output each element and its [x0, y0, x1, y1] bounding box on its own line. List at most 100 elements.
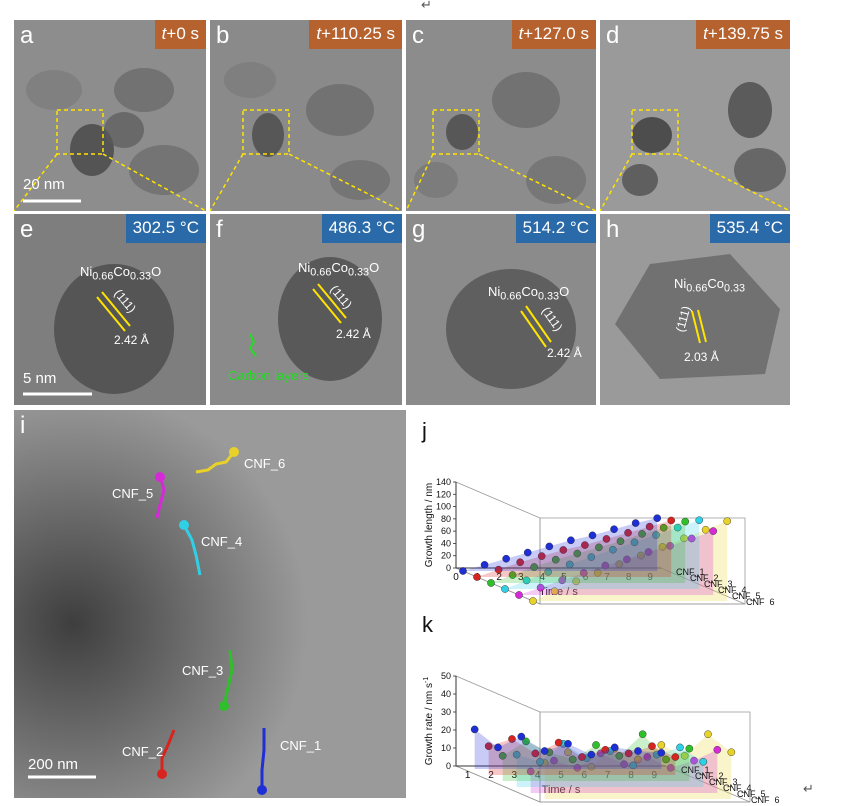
y-tick-label: 20: [441, 725, 451, 735]
data-point-CNF_6: [564, 748, 572, 756]
series-label-CNF_5: CNF_5: [737, 789, 766, 799]
x-tick-label: 9: [652, 770, 658, 781]
data-point-CNF_2: [508, 735, 516, 743]
data-point-CNF_2: [559, 546, 568, 554]
y-tick-label: 20: [441, 551, 451, 561]
data-point-CNF_5: [666, 763, 675, 772]
y-tick-label: 40: [441, 538, 451, 548]
data-point-CNF_5: [690, 756, 698, 765]
tem-image-c: [406, 20, 596, 211]
chart-k: 1 2 3 4 5 6 7 8 9 0 10 20 30 40 50 Time / s Growth rate …: [422, 612, 780, 804]
data-point-CNF_5: [643, 753, 652, 761]
data-point-CNF_3: [498, 751, 507, 760]
data-point-CNF_3: [595, 543, 603, 552]
data-point-CNF_5: [515, 591, 523, 599]
data-point-CNF_4: [501, 585, 509, 593]
data-point-CNF_4: [512, 750, 521, 759]
data-point-CNF_2: [624, 528, 632, 537]
hrtem-image-g: [406, 214, 596, 405]
panel-label-c: c: [412, 22, 424, 49]
data-point-CNF_4: [629, 761, 638, 770]
cnf-4-fiber: [182, 524, 202, 576]
x-tick-label: 6: [582, 770, 588, 781]
data-point-CNF_2: [516, 558, 524, 567]
x-tick-label: 2: [496, 572, 502, 583]
cnf-5-label: CNF_5: [112, 486, 154, 501]
data-point-CNF_5: [579, 569, 588, 577]
data-point-CNF_2: [494, 565, 503, 574]
x-tick-label: 6: [583, 572, 589, 583]
data-point-CNF_2: [554, 738, 563, 747]
scalebar-label-mid: 5 nm: [23, 370, 57, 387]
tem-panel-d: d t+139.75 s: [600, 20, 790, 211]
panel-label-h: h: [606, 216, 620, 243]
phase-label-e: Ni0.66Co0.33O: [80, 264, 162, 283]
data-point-CNF_6: [727, 748, 736, 756]
spacing-label-f: 2.42 Å: [336, 327, 371, 341]
data-point-CNF_3: [659, 523, 668, 532]
panel-label-k: k: [422, 612, 434, 637]
data-point-CNF_3: [551, 555, 560, 564]
data-point-CNF_5: [601, 561, 610, 570]
x-axis-label: Time / s: [542, 784, 581, 796]
data-point-CNF_2: [473, 573, 481, 581]
data-point-CNF_6: [701, 525, 710, 534]
data-point-CNF_4: [565, 560, 574, 569]
tem-image-a: [14, 20, 206, 211]
data-point-CNF_2: [624, 749, 633, 758]
series-label-CNF_1: CNF_1: [676, 567, 705, 577]
data-point-CNF_4: [695, 516, 704, 524]
series-area-CNF_1: [463, 518, 658, 571]
data-point-CNF_1: [631, 519, 640, 527]
data-point-CNF_1: [517, 732, 526, 741]
series-label-CNF_6: CNF_6: [746, 597, 775, 606]
return-glyph-bottom: ↵: [803, 782, 814, 797]
x-tick-label: 8: [628, 770, 634, 781]
time-badge-a: t+0 s: [154, 20, 206, 49]
cnf-1-label: CNF_1: [280, 738, 322, 753]
data-point-CNF_3: [573, 549, 582, 558]
data-point-CNF_4: [652, 531, 660, 539]
cnf-6-fiber: [195, 451, 236, 474]
data-point-CNF_5: [713, 745, 722, 754]
panel-label-d: d: [606, 22, 620, 49]
panel-label-b: b: [216, 22, 230, 49]
x-tick-label: 3: [518, 572, 524, 583]
data-point-CNF_1: [459, 567, 467, 575]
data-point-CNF_6: [680, 751, 689, 760]
panel-label-j: j: [421, 418, 427, 443]
spacing-label-h: 2.03 Å: [684, 350, 719, 364]
data-point-CNF_1: [545, 542, 554, 551]
tem-panel-h: h 535.4 °C Ni0.66Co0.33 (111) 2.03 Å: [600, 214, 790, 405]
data-point-CNF_2: [601, 745, 610, 754]
x-tick-label: 0: [453, 572, 459, 583]
series-area-CNF_3: [491, 521, 686, 583]
series-area-CNF_5: [519, 531, 714, 595]
carbon-layers-label: Carbon layers: [228, 368, 309, 383]
data-point-CNF_5: [558, 576, 566, 585]
y-tick-label: 80: [441, 514, 451, 524]
tem-panel-c: c t+127.0 s: [406, 20, 596, 211]
data-point-CNF_2: [484, 742, 493, 750]
data-point-CNF_4: [609, 545, 617, 554]
data-point-CNF_5: [644, 548, 653, 556]
series-label-CNF_6: CNF_6: [751, 795, 780, 804]
data-point-CNF_4: [699, 757, 708, 766]
panel-label-f: f: [216, 216, 223, 243]
y-tick-label: 40: [441, 689, 451, 699]
x-tick-label: 9: [647, 572, 653, 583]
data-point-CNF_6: [680, 534, 688, 543]
x-axis-label: Time / s: [539, 586, 578, 598]
series-label-CNF_4: CNF_4: [718, 585, 747, 595]
y-tick-label: 60: [441, 526, 451, 536]
data-point-CNF_2: [602, 535, 611, 543]
temperature-badge-h: 535.4 °C: [709, 214, 790, 243]
data-point-CNF_5: [573, 763, 582, 772]
data-point-CNF_3: [592, 741, 600, 749]
panel-label-a: a: [20, 22, 34, 49]
scalebar-label-top: 20 nm: [23, 176, 65, 193]
series-label-CNF_1: CNF_1: [681, 765, 710, 775]
data-point-CNF_2: [578, 753, 586, 761]
y-tick-label: 50: [441, 671, 451, 681]
data-point-CNF_1: [564, 739, 572, 748]
